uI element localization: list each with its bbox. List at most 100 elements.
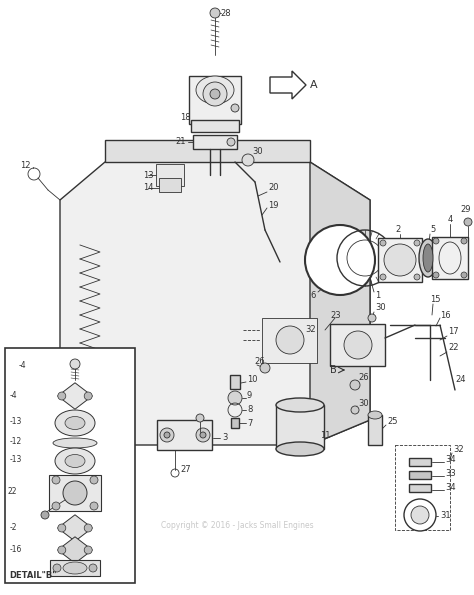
Text: 2: 2 bbox=[395, 226, 400, 234]
Text: 30: 30 bbox=[252, 148, 263, 156]
Ellipse shape bbox=[55, 410, 95, 436]
Text: 20: 20 bbox=[268, 183, 279, 193]
Ellipse shape bbox=[276, 442, 324, 456]
Circle shape bbox=[90, 502, 98, 510]
Text: 32: 32 bbox=[453, 446, 464, 455]
Ellipse shape bbox=[65, 455, 85, 468]
Bar bbox=[330, 324, 385, 366]
Circle shape bbox=[411, 506, 429, 524]
Circle shape bbox=[242, 154, 254, 166]
Circle shape bbox=[70, 359, 80, 369]
Text: 5: 5 bbox=[430, 226, 435, 234]
Text: 18: 18 bbox=[180, 114, 191, 123]
Text: 27: 27 bbox=[180, 465, 191, 474]
Text: 33: 33 bbox=[445, 469, 456, 478]
Ellipse shape bbox=[55, 448, 95, 474]
Ellipse shape bbox=[368, 411, 382, 419]
Bar bbox=[432, 237, 468, 279]
Text: B: B bbox=[330, 365, 337, 375]
Ellipse shape bbox=[423, 244, 433, 272]
Circle shape bbox=[276, 326, 304, 354]
Text: 23: 23 bbox=[330, 311, 341, 320]
Text: 7: 7 bbox=[247, 418, 252, 427]
Polygon shape bbox=[60, 162, 370, 445]
Text: 13: 13 bbox=[143, 171, 154, 180]
Bar bbox=[230, 375, 240, 389]
Text: 26: 26 bbox=[254, 358, 264, 367]
Circle shape bbox=[58, 392, 66, 400]
Circle shape bbox=[196, 428, 210, 442]
Text: 9: 9 bbox=[247, 392, 252, 400]
Circle shape bbox=[414, 274, 420, 280]
Bar bbox=[159, 178, 181, 192]
Polygon shape bbox=[105, 140, 310, 162]
Circle shape bbox=[210, 8, 220, 18]
Text: -16: -16 bbox=[10, 544, 22, 553]
Ellipse shape bbox=[196, 76, 234, 104]
Bar bbox=[263, 318, 318, 362]
Circle shape bbox=[196, 414, 204, 422]
Text: 4: 4 bbox=[448, 215, 453, 224]
Circle shape bbox=[260, 363, 270, 373]
Text: 32: 32 bbox=[305, 325, 316, 334]
Circle shape bbox=[464, 218, 472, 226]
Polygon shape bbox=[58, 383, 92, 409]
Bar bbox=[49, 475, 101, 511]
Text: 24: 24 bbox=[455, 375, 465, 384]
Circle shape bbox=[384, 244, 416, 276]
Circle shape bbox=[164, 432, 170, 438]
Circle shape bbox=[52, 476, 60, 484]
Bar bbox=[189, 76, 241, 124]
Circle shape bbox=[433, 238, 439, 244]
Circle shape bbox=[351, 406, 359, 414]
Text: 12: 12 bbox=[20, 161, 30, 170]
Circle shape bbox=[200, 432, 206, 438]
Circle shape bbox=[380, 240, 386, 246]
Circle shape bbox=[210, 89, 220, 99]
Polygon shape bbox=[310, 162, 370, 445]
Bar bbox=[231, 418, 239, 428]
Text: -2: -2 bbox=[10, 522, 18, 531]
Circle shape bbox=[433, 272, 439, 278]
Text: 16: 16 bbox=[440, 311, 451, 320]
Ellipse shape bbox=[53, 438, 97, 448]
Bar bbox=[409, 458, 431, 466]
Text: 1: 1 bbox=[375, 290, 380, 299]
Circle shape bbox=[41, 511, 49, 519]
Text: A: A bbox=[310, 80, 318, 90]
Circle shape bbox=[368, 314, 376, 322]
Circle shape bbox=[350, 380, 360, 390]
Bar bbox=[409, 471, 431, 479]
Bar bbox=[368, 415, 382, 445]
Text: 25: 25 bbox=[387, 418, 398, 427]
Text: 22: 22 bbox=[448, 343, 458, 352]
Circle shape bbox=[53, 564, 61, 572]
Text: 15: 15 bbox=[430, 296, 440, 305]
Polygon shape bbox=[58, 515, 92, 541]
Circle shape bbox=[344, 331, 372, 359]
Circle shape bbox=[203, 82, 227, 106]
Text: 14: 14 bbox=[143, 183, 154, 193]
Text: 28: 28 bbox=[220, 8, 231, 17]
Circle shape bbox=[90, 476, 98, 484]
Text: 10: 10 bbox=[247, 375, 257, 384]
Bar bbox=[50, 560, 100, 576]
Text: -13: -13 bbox=[10, 416, 22, 425]
Bar bbox=[276, 405, 324, 449]
Text: 29: 29 bbox=[460, 205, 471, 215]
Bar bbox=[5, 348, 135, 583]
Text: -4: -4 bbox=[19, 361, 27, 369]
Circle shape bbox=[58, 524, 66, 532]
Text: 31: 31 bbox=[440, 511, 451, 519]
Text: -13: -13 bbox=[10, 456, 22, 465]
Bar bbox=[191, 120, 239, 132]
Bar bbox=[193, 135, 237, 149]
Circle shape bbox=[228, 391, 242, 405]
Text: 8: 8 bbox=[247, 406, 252, 415]
Bar bbox=[157, 420, 212, 450]
Circle shape bbox=[404, 499, 436, 531]
Circle shape bbox=[305, 225, 375, 295]
Circle shape bbox=[231, 104, 239, 112]
Circle shape bbox=[461, 272, 467, 278]
Circle shape bbox=[63, 481, 87, 505]
